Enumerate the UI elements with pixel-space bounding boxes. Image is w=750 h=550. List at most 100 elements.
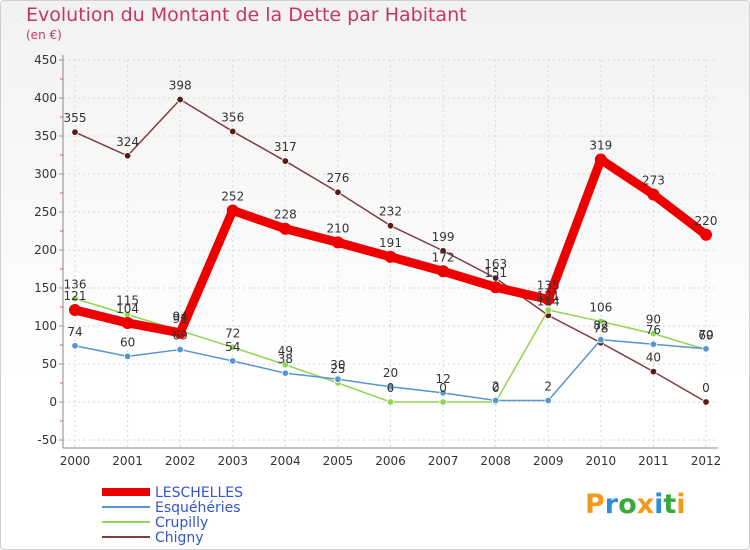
- x-tick-label: 2004: [270, 454, 301, 468]
- series-lines: [69, 95, 712, 406]
- data-point: [229, 127, 237, 136]
- data-label: 0: [387, 381, 395, 395]
- logo-letter: r: [604, 489, 619, 520]
- data-label: 172: [432, 250, 455, 264]
- data-label: 40: [646, 351, 661, 365]
- x-tick-label: 2003: [217, 454, 248, 468]
- data-label: 0: [492, 381, 500, 395]
- data-point: [544, 306, 552, 314]
- data-point: [226, 204, 239, 217]
- logo-letter: x: [636, 489, 655, 520]
- data-label: 30: [330, 358, 345, 372]
- data-point: [597, 335, 605, 344]
- x-tick-label: 2006: [375, 454, 406, 468]
- x-tick-label: 2007: [428, 454, 459, 468]
- data-label: 115: [116, 294, 139, 308]
- x-tick-label: 2008: [480, 454, 511, 468]
- data-point: [649, 329, 658, 338]
- data-label: 355: [64, 111, 87, 125]
- y-tick-label: 50: [42, 357, 57, 371]
- data-label: 228: [274, 208, 297, 222]
- data-point: [176, 345, 184, 354]
- data-point: [176, 95, 184, 104]
- data-point: [71, 342, 79, 350]
- data-point: [71, 128, 79, 136]
- data-label: 69: [173, 329, 188, 343]
- data-label: 60: [120, 335, 135, 349]
- data-point: [489, 281, 502, 294]
- legend-label: Chigny: [155, 530, 204, 546]
- data-label: 106: [589, 300, 612, 314]
- logo-letter: t: [663, 489, 677, 520]
- data-label: 69: [698, 329, 713, 343]
- y-tick-label: 250: [34, 205, 57, 219]
- data-label: 104: [116, 302, 139, 316]
- data-label: 135: [537, 278, 560, 292]
- data-point: [542, 293, 555, 306]
- y-tick-label: 100: [34, 319, 57, 333]
- data-label: 273: [642, 174, 665, 188]
- y-tick-label: 200: [34, 243, 57, 257]
- data-point: [437, 265, 450, 278]
- data-point: [229, 343, 237, 351]
- data-point: [334, 375, 342, 383]
- data-label: 0: [702, 381, 710, 395]
- data-point: [597, 317, 605, 326]
- y-tick-label: 300: [34, 167, 57, 181]
- data-point: [439, 398, 447, 406]
- data-point: [69, 304, 81, 317]
- data-label: 2: [492, 379, 500, 393]
- data-point: [700, 228, 712, 241]
- proxiti-logo: Proxiti: [585, 489, 686, 520]
- x-tick-label: 2011: [638, 454, 669, 468]
- data-label: 70: [698, 328, 713, 342]
- y-tick-label: 400: [34, 91, 57, 105]
- data-label: 20: [383, 366, 398, 380]
- data-labels: 1211049125222821019117215113531927322074…: [64, 79, 718, 395]
- data-label: 398: [169, 79, 192, 93]
- data-label: 252: [221, 189, 244, 203]
- data-label: 2: [544, 379, 552, 393]
- data-label: 49: [278, 344, 293, 358]
- data-point: [649, 367, 658, 376]
- grid: [63, 59, 718, 448]
- data-label: 121: [537, 289, 560, 303]
- logo-letter: P: [585, 489, 605, 520]
- data-point: [281, 361, 290, 369]
- x-tick-label: 2002: [165, 454, 196, 468]
- legend-label: Esquéhéries: [155, 500, 241, 516]
- data-point: [491, 396, 500, 405]
- y-tick-label: 350: [34, 129, 57, 143]
- data-label: 121: [64, 289, 87, 303]
- data-point: [649, 340, 658, 348]
- data-point: [281, 157, 290, 165]
- data-label: 78: [593, 322, 608, 336]
- data-point: [334, 188, 342, 196]
- data-label: 25: [330, 362, 345, 376]
- data-point: [647, 188, 660, 201]
- data-point: [544, 396, 552, 405]
- data-point: [123, 352, 132, 361]
- data-point: [71, 294, 79, 303]
- data-point: [281, 369, 290, 377]
- x-tick-label: 2009: [533, 454, 564, 468]
- data-label: 151: [484, 266, 507, 280]
- logo-letter: o: [618, 489, 637, 520]
- data-label: 0: [439, 381, 447, 395]
- data-label: 199: [432, 230, 455, 244]
- y-tick-label: 0: [49, 395, 57, 409]
- chart-title: Evolution du Montant de la Dette par Hab…: [26, 4, 467, 26]
- logo-letter: i: [676, 489, 686, 520]
- data-point: [386, 398, 395, 406]
- x-tick-label: 2005: [323, 454, 354, 468]
- x-tick-label: 2010: [586, 454, 617, 468]
- data-label: 91: [173, 312, 188, 326]
- data-label: 54: [225, 340, 240, 354]
- data-point: [331, 236, 344, 249]
- data-label: 136: [64, 278, 87, 292]
- data-label: 90: [646, 313, 661, 327]
- data-label: 191: [379, 236, 402, 250]
- data-point: [594, 153, 607, 166]
